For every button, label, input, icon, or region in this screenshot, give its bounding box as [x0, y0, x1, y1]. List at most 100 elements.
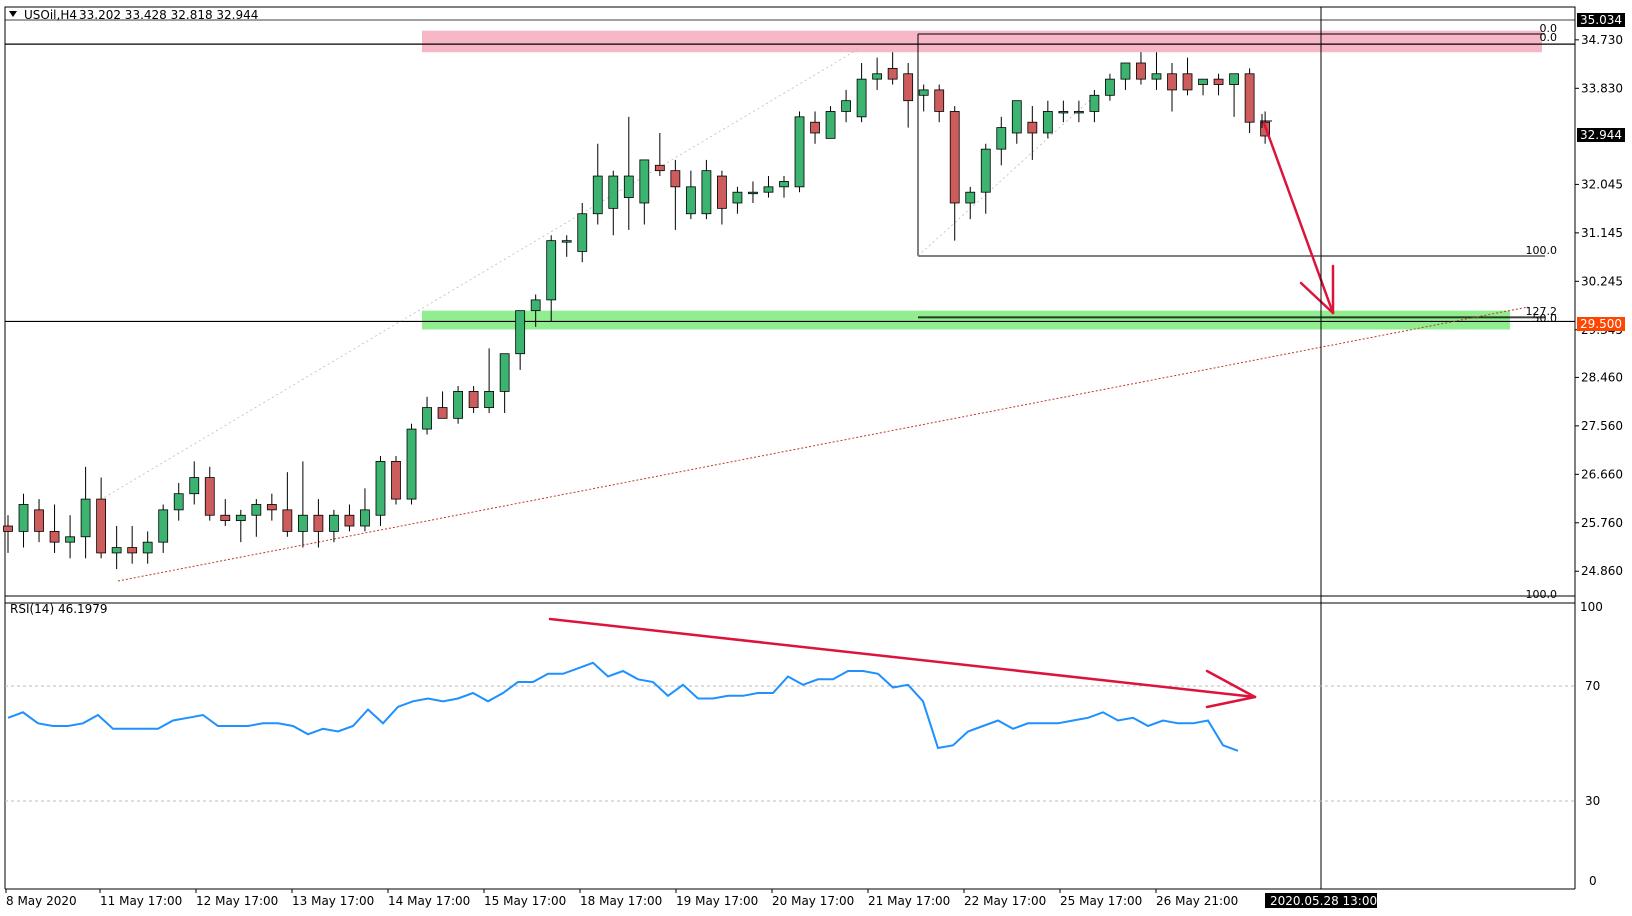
candle-bull: [561, 240, 572, 243]
time-axis: 8 May 2020 11 May 17:00 12 May 17:00 13 May…: [5, 889, 1238, 908]
rsi-tick-100: 100: [1580, 600, 1603, 614]
rsi-line: [7, 661, 1239, 752]
price-tick-label: 30.245: [1581, 274, 1623, 288]
rsi-divergence-arrow: [548, 617, 1257, 709]
candle-bull: [623, 175, 634, 198]
top-price-box: [1577, 13, 1625, 27]
candle-bear: [49, 530, 60, 543]
candle-bear: [654, 164, 665, 172]
rsi-tick-70: 70: [1585, 679, 1600, 693]
candle-bull: [1089, 94, 1100, 112]
candle-bull: [499, 353, 510, 392]
candle-bull: [685, 186, 696, 215]
candle-bull: [329, 514, 339, 532]
fib-diagonal-dotted-2: [917, 99, 1091, 257]
fib-label-1272: 127.2: [1526, 305, 1558, 318]
price-tick-label: 26.660: [1581, 467, 1623, 481]
crosshair-price-label: 29.500: [1580, 317, 1622, 331]
time-tick-label: 12 May 17:00: [196, 894, 278, 908]
candle-bear: [391, 461, 401, 500]
candle-bear: [220, 514, 231, 522]
candle-bull: [235, 514, 246, 522]
candle-bull: [1073, 111, 1084, 114]
candle-bull: [732, 191, 743, 204]
candle-bull: [111, 547, 122, 554]
time-tick-label: 11 May 17:00: [100, 894, 182, 908]
time-tick-label: 19 May 17:00: [676, 894, 758, 908]
candle-bull: [965, 191, 976, 204]
candle-bull: [142, 541, 153, 554]
cursor-icon: [1260, 114, 1272, 128]
candle-bear: [1027, 121, 1038, 134]
candle-bear: [313, 514, 324, 532]
candle-bull: [608, 175, 619, 209]
fib-label-500: 50.0: [1533, 312, 1558, 325]
candle-bull: [297, 514, 308, 532]
time-tick-label: 26 May 21:00: [1156, 894, 1238, 908]
candle-bear: [1182, 73, 1193, 91]
candle-bull: [173, 493, 184, 511]
candle-bull: [65, 536, 75, 543]
time-tick-label: 25 May 17:00: [1060, 894, 1142, 908]
candle-bull: [1105, 78, 1115, 96]
candle-bull: [794, 116, 805, 188]
candle-bull: [1058, 111, 1069, 114]
candle-bear: [3, 525, 13, 532]
crosshair-time-label: 2020.05.28 13:00: [1270, 894, 1377, 908]
candle-bull: [980, 148, 991, 193]
candle-bull: [825, 111, 836, 139]
crosshair-price-box: [1577, 317, 1625, 331]
crosshair-time-box: [1265, 893, 1377, 908]
fib-label-100: 100.0: [1526, 244, 1558, 257]
rsi-tick-30: 30: [1585, 794, 1600, 808]
candle-bull: [996, 127, 1007, 150]
price-tick-label: 28.460: [1581, 370, 1623, 384]
fib-label-0a: 0.0: [1540, 22, 1558, 35]
candle-bull: [1120, 62, 1131, 80]
price-tick-label: 25.760: [1581, 516, 1623, 530]
candle-bull: [251, 504, 262, 516]
price-tick-label: 34.730: [1581, 33, 1623, 47]
candle-bull: [360, 509, 370, 527]
candle-bear: [344, 514, 355, 527]
candle-bull: [453, 391, 463, 419]
rsi-tick-0: 0: [1589, 874, 1597, 888]
price-tick-label: 33.830: [1581, 81, 1623, 95]
resistance-zone: [422, 30, 1542, 53]
candle-bull: [18, 504, 29, 532]
candle-bull: [779, 181, 789, 188]
time-tick-label: 18 May 17:00: [580, 894, 662, 908]
fib-diagonal-dotted: [99, 47, 861, 501]
fib-label-100-bottom: 100.0: [1526, 588, 1558, 601]
candle-bull: [189, 477, 200, 495]
triangle-down-icon[interactable]: [9, 11, 17, 17]
candle-bull: [872, 73, 883, 80]
candle-bear: [887, 67, 898, 80]
price-axis: 34.73033.83032.04531.14530.24529.34528.4…: [1575, 33, 1623, 578]
candle-bull: [1198, 78, 1208, 85]
price-tick-label: 32.045: [1581, 177, 1623, 191]
candle-bear: [266, 504, 277, 511]
chart-symbol: USOil,H4: [24, 8, 77, 22]
candle-bull: [80, 498, 91, 538]
candle-bull: [1042, 111, 1053, 134]
candle-bear: [934, 89, 945, 112]
rsi-title: RSI(14) 46.1979: [10, 602, 108, 616]
candle-bear: [717, 175, 727, 209]
candle-bull: [748, 191, 758, 195]
candle-bear: [810, 121, 820, 134]
candle-bear: [437, 407, 448, 419]
candle-bear: [96, 498, 107, 554]
chart-ohlc: 33.202 33.428 32.818 32.944: [79, 8, 258, 22]
candle-bear: [903, 73, 914, 102]
candle-bull: [406, 428, 417, 500]
candle-bear: [468, 391, 479, 408]
candle-bear: [949, 111, 960, 204]
candle-bear: [282, 509, 293, 532]
price-tick-label: 27.560: [1581, 419, 1623, 433]
candle-bull: [577, 213, 588, 252]
time-tick-label: 8 May 2020: [6, 894, 77, 908]
candle-bull: [530, 299, 541, 312]
candle-bull: [841, 100, 851, 112]
